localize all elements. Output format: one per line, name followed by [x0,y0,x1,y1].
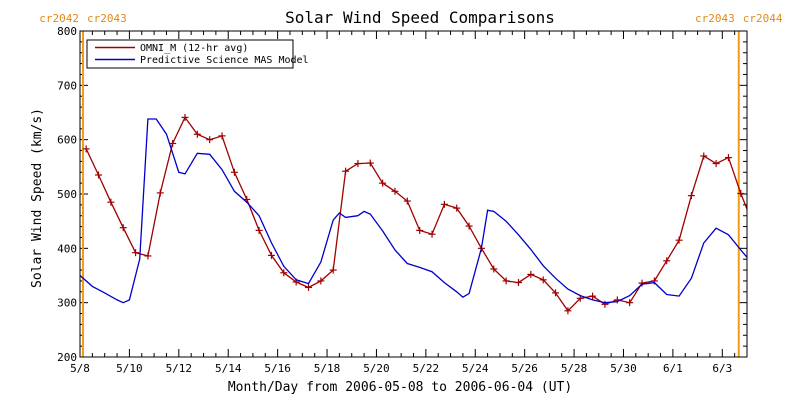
data-point [305,283,313,291]
data-point [416,226,424,234]
data-point [95,171,103,179]
carrington-right-label: cr2043 [87,12,127,25]
y-tick-label: 500 [57,188,77,201]
data-point [119,224,127,232]
data-point [638,279,646,287]
carrington-left-label: cr2043 [695,12,735,25]
data-point [82,145,90,153]
y-tick-label: 600 [57,134,77,147]
data-point [317,277,325,285]
data-point [132,249,140,257]
data-point [663,257,671,265]
series-line-1 [80,118,747,304]
x-tick-label: 5/10 [116,362,143,375]
y-tick-label: 200 [57,351,77,364]
data-point [379,179,387,187]
data-point [144,252,152,260]
carrington-labels: cr2042 cr2043 cr2043 cr2044 [39,12,783,25]
data-point [750,221,757,228]
data-point [552,289,560,297]
series-layer [80,113,757,315]
x-axis-label: Month/Day from 2006-05-08 to 2006-06-04 … [228,380,572,395]
x-tick-label: 5/20 [363,362,390,375]
y-tick-label: 700 [57,79,77,92]
data-point [329,266,337,274]
data-point [589,292,597,300]
data-point [700,152,708,160]
data-point [453,204,461,212]
data-point [403,197,411,205]
x-tick-label: 5/16 [264,362,291,375]
data-point [206,136,214,144]
legend-box [86,39,294,69]
carrington-left-label: cr2042 [39,12,79,25]
data-point [490,265,498,273]
x-tick-label: 5/22 [413,362,440,375]
data-point [514,279,522,287]
data-point [687,192,695,200]
data-point [193,130,201,138]
data-point [342,167,350,175]
data-point [255,226,263,234]
plot-frame [79,30,748,358]
y-tick-label: 400 [57,242,77,255]
x-axis-ticks: 5/8 5/10 5/12 5/14 5/16 5/18 5/20 5/22 5/24 5/26 5… [70,31,736,375]
data-point [181,113,189,121]
data-point [366,159,374,167]
data-point [502,277,510,285]
data-point [564,307,572,315]
legend-entry-omni: OMNI_M (12-hr avg) [140,43,248,54]
data-point [712,160,720,168]
carrington-boundary-lines [82,31,740,357]
x-tick-label: 5/14 [215,362,242,375]
data-point [539,276,547,284]
y-tick-label: 300 [57,297,77,310]
y-tick-label: 800 [57,25,77,38]
x-tick-label: 6/1 [663,362,683,375]
data-point [724,154,732,162]
carrington-right-label: cr2044 [743,12,783,25]
data-point [156,189,164,197]
x-tick-label: 5/24 [462,362,489,375]
data-point [626,299,634,307]
x-tick-label: 5/26 [511,362,538,375]
data-point [354,160,362,168]
data-point [280,269,288,277]
data-point [169,139,177,147]
data-point [267,251,275,259]
data-point [218,132,226,140]
data-point [465,222,473,230]
data-point [391,187,399,195]
x-tick-label: 5/12 [166,362,193,375]
data-point [675,236,683,244]
data-point [737,189,745,197]
data-point [527,270,535,278]
x-tick-label: 5/18 [314,362,341,375]
data-point [601,300,609,308]
legend-entry-mas: Predictive Science MAS Model [140,55,309,66]
chart-title: Solar Wind Speed Comparisons [285,8,555,27]
x-tick-label: 5/30 [610,362,637,375]
data-point [230,168,238,176]
x-tick-label: 5/28 [561,362,588,375]
data-point [107,198,115,206]
x-tick-label: 6/3 [712,362,732,375]
series-line-0 [85,116,747,312]
legend: OMNI_M (12-hr avg) Predictive Science MA… [86,39,309,69]
data-point [428,230,436,238]
data-point [440,200,448,208]
x-tick-label: 5/8 [70,362,90,375]
y-axis-label: Solar Wind Speed (km/s) [30,108,45,288]
